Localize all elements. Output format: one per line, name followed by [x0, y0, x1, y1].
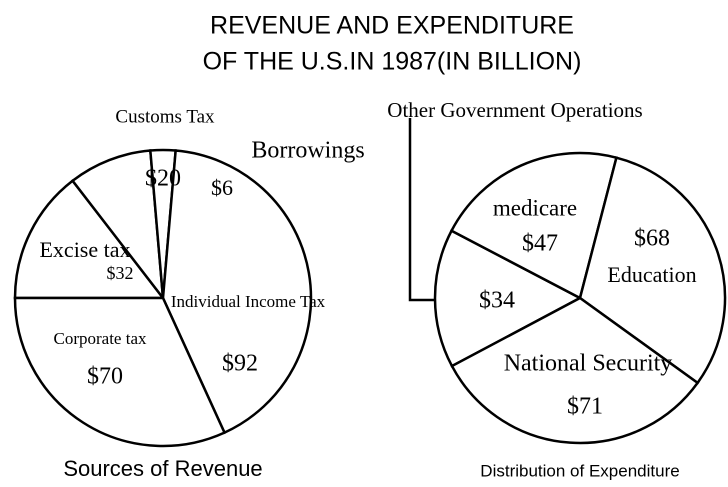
- pie-title: Sources of Revenue: [63, 456, 262, 481]
- pie-slice: [13, 179, 166, 300]
- value-label: $71: [567, 394, 603, 420]
- value-label: $70: [87, 364, 123, 390]
- pie-slice: [450, 296, 700, 445]
- pie-slice: [13, 296, 227, 448]
- slice-label: National Security: [504, 351, 673, 377]
- pie-slice: [578, 156, 727, 385]
- value-label: $47: [522, 231, 558, 257]
- pie-title: Distribution of Expenditure: [480, 461, 679, 480]
- slice-label: medicare: [493, 195, 577, 220]
- value-label: $68: [634, 226, 670, 252]
- pie-slice: [161, 149, 313, 435]
- chart-title: OF THE U.S.IN 1987(IN BILLION): [203, 48, 582, 76]
- slice-label: Education: [607, 262, 696, 287]
- value-label: $92: [222, 351, 258, 377]
- value-label: $32: [107, 263, 134, 283]
- value-label: $34: [479, 288, 515, 314]
- slice-label: Borrowings: [251, 138, 364, 164]
- slice-label: Corporate tax: [54, 329, 147, 348]
- value-label: $6: [211, 175, 233, 200]
- slice-label: Excise tax: [39, 237, 130, 262]
- slice-label: Customs Tax: [115, 106, 215, 127]
- value-label: $20: [145, 166, 181, 192]
- slice-label: Other Government Operations: [387, 98, 642, 122]
- pie-slice: [70, 149, 165, 303]
- pie-slice: [449, 151, 618, 300]
- slice-label: Individual Income Tax: [171, 292, 326, 311]
- chart-title: REVENUE AND EXPENDITURE: [210, 12, 574, 40]
- pie-slice: [433, 229, 583, 368]
